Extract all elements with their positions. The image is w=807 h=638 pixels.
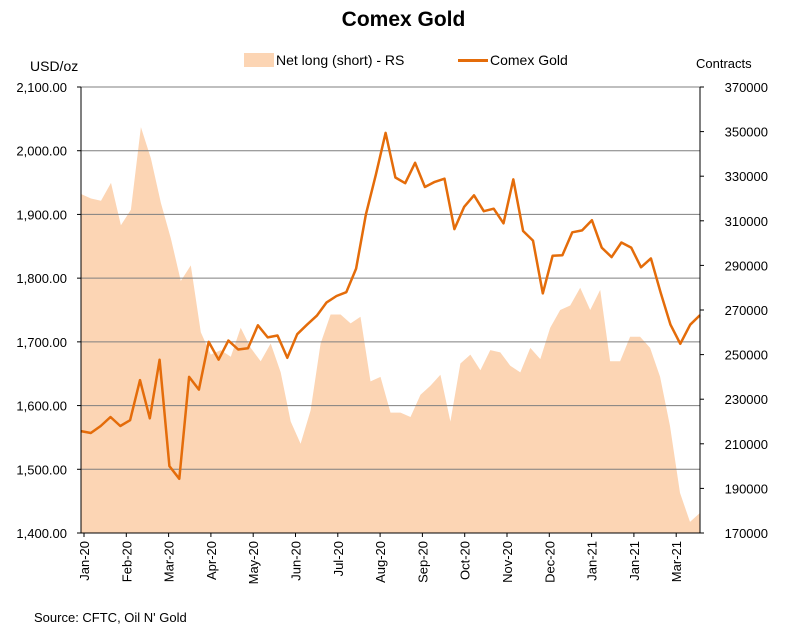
right-tick-label: 370000	[725, 80, 768, 95]
legend-label-net-long: Net long (short) - RS	[276, 52, 405, 68]
x-tick-label: Mar-20	[162, 541, 177, 582]
left-tick-label: 1,800.00	[16, 271, 67, 286]
right-tick-label: 350000	[725, 125, 768, 140]
right-tick-label: 270000	[725, 303, 768, 318]
right-tick-label: 330000	[725, 169, 768, 184]
left-axis-unit: USD/oz	[30, 58, 79, 74]
x-tick-label: Apr-20	[204, 541, 219, 580]
legend-swatch-area	[244, 53, 274, 67]
x-tick-label: Sep-20	[415, 541, 430, 583]
series-line-comex-gold	[80, 131, 701, 481]
x-tick-label: Oct-20	[458, 541, 473, 580]
legend-swatch-line	[458, 58, 488, 62]
right-tick-label: 230000	[725, 392, 768, 407]
legend-item-net-long: Net long (short) - RS	[244, 52, 404, 68]
right-tick-label: 170000	[725, 526, 768, 541]
legend-label-comex-gold: Comex Gold	[490, 52, 568, 68]
x-tick-label: Jul-20	[331, 541, 346, 576]
right-tick-label: 210000	[725, 437, 768, 452]
left-tick-label: 2,100.00	[16, 80, 67, 95]
x-tick-label: Jan-20	[77, 541, 92, 581]
x-tick-label: Mar-21	[669, 541, 684, 582]
source-note: Source: CFTC, Oil N' Gold	[34, 610, 187, 625]
series-area-net-long	[81, 127, 700, 533]
x-tick-label: May-20	[246, 541, 261, 584]
left-tick-label: 1,700.00	[16, 335, 67, 350]
right-tick-label: 190000	[725, 481, 768, 496]
left-tick-label: 1,500.00	[16, 462, 67, 477]
right-tick-label: 290000	[725, 258, 768, 273]
left-tick-label: 1,900.00	[16, 207, 67, 222]
x-tick-label: Nov-20	[500, 541, 515, 583]
x-tick-label: Jan-21	[627, 541, 642, 581]
left-tick-label: 1,400.00	[16, 526, 67, 541]
x-tick-label: Jun-20	[289, 541, 304, 581]
right-tick-label: 250000	[725, 348, 768, 363]
x-tick-label: Feb-20	[119, 541, 134, 582]
x-tick-label: Jan-21	[585, 541, 600, 581]
x-tick-label: Aug-20	[373, 541, 388, 583]
legend-item-comex-gold: Comex Gold	[458, 52, 568, 68]
right-axis-unit: Contracts	[696, 56, 752, 71]
right-tick-label: 310000	[725, 214, 768, 229]
left-tick-label: 2,000.00	[16, 144, 67, 159]
left-tick-label: 1,600.00	[16, 399, 67, 414]
chart-title: Comex Gold	[341, 8, 466, 31]
x-tick-label: Dec-20	[542, 541, 557, 583]
